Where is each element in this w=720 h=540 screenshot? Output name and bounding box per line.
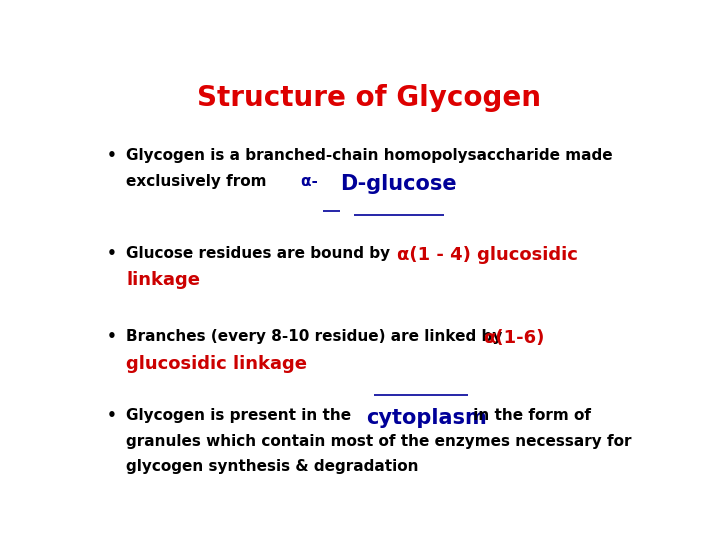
Text: Branches (every 8-10 residue) are linked by: Branches (every 8-10 residue) are linked… bbox=[126, 329, 508, 344]
Text: exclusively from: exclusively from bbox=[126, 174, 272, 189]
Text: cytoplasm: cytoplasm bbox=[366, 408, 487, 428]
Text: Glycogen is a branched-chain homopolysaccharide made: Glycogen is a branched-chain homopolysac… bbox=[126, 148, 613, 163]
Text: •: • bbox=[107, 246, 117, 261]
Text: α(1 - 4) glucosidic: α(1 - 4) glucosidic bbox=[397, 246, 577, 264]
Text: Glycogen is present in the: Glycogen is present in the bbox=[126, 408, 356, 423]
Text: Glucose residues are bound by: Glucose residues are bound by bbox=[126, 246, 396, 261]
Text: D-glucose: D-glucose bbox=[341, 174, 457, 194]
Text: •: • bbox=[107, 329, 117, 344]
Text: α-: α- bbox=[301, 174, 323, 189]
Text: granules which contain most of the enzymes necessary for: granules which contain most of the enzym… bbox=[126, 434, 631, 449]
Text: •: • bbox=[107, 148, 117, 163]
Text: in the form of: in the form of bbox=[467, 408, 590, 423]
Text: Structure of Glycogen: Structure of Glycogen bbox=[197, 84, 541, 112]
Text: glucosidic linkage: glucosidic linkage bbox=[126, 355, 307, 373]
Text: linkage: linkage bbox=[126, 272, 200, 289]
Text: α(1-6): α(1-6) bbox=[484, 329, 545, 347]
Text: glycogen synthesis & degradation: glycogen synthesis & degradation bbox=[126, 460, 419, 475]
Text: •: • bbox=[107, 408, 117, 423]
